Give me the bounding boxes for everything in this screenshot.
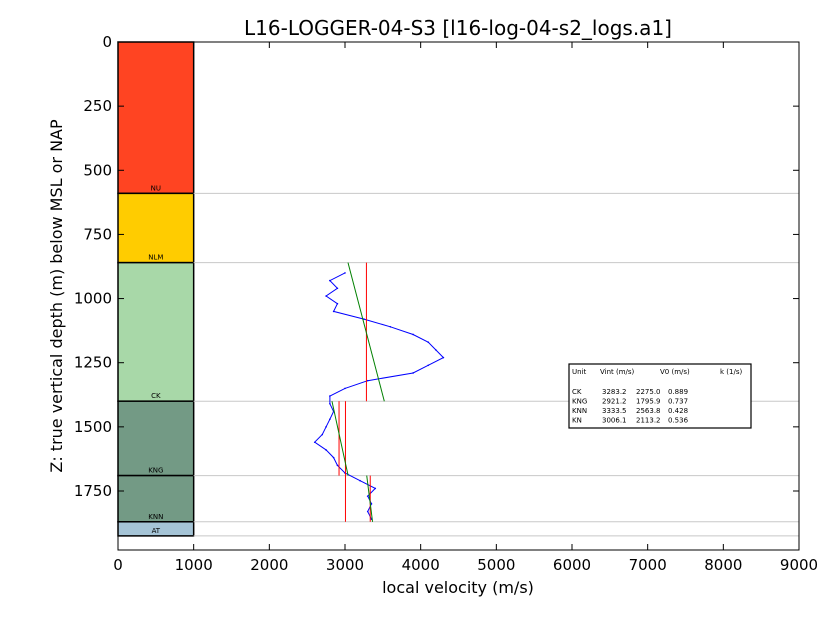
y-tick-label: 1000: [74, 290, 112, 308]
unit-block-kng: [117, 400, 195, 477]
velocity-log-point: [325, 295, 327, 297]
velocity-log-point: [435, 349, 437, 351]
velocity-log-line: [313, 272, 445, 520]
velocity-log-point: [374, 487, 377, 490]
plot-area-frame: [117, 41, 800, 551]
velocity-log-point: [366, 510, 369, 513]
y-tick-label: 1250: [74, 354, 112, 372]
fit-lines: [331, 262, 385, 522]
velocity-log-point: [412, 372, 414, 374]
y-tick-label: 750: [83, 225, 112, 243]
x-tick-label: 3000: [326, 556, 364, 574]
stratigraphic-units-column: NU NLM CK KNG KNN AT: [117, 41, 195, 537]
table-cell: KN: [572, 417, 582, 425]
table-cell: KNG: [572, 398, 587, 406]
v0k-line-kng: [331, 401, 349, 476]
unit-label-kng: KNG: [148, 467, 163, 475]
y-axis-label: Z: true vertical depth (m) below MSL or …: [47, 119, 66, 473]
unit-label-nu: NU: [151, 184, 161, 192]
table-cell: 2563.8: [636, 407, 661, 415]
velocity-log-point: [359, 479, 361, 482]
table-header-cell: Unit: [572, 368, 587, 376]
velocity-log-point: [332, 456, 335, 459]
velocity-log-series: [313, 272, 445, 521]
velocity-log-point: [313, 441, 316, 444]
x-axis-ticks: 0 1000 2000 3000 4000 5000 6000 7000 8000 9000: [113, 42, 818, 574]
velocity-log-point: [344, 272, 346, 274]
velocity-log-point: [329, 395, 331, 397]
unit-label-knn: KNN: [148, 513, 163, 521]
table-cell: 1795.9: [636, 398, 661, 406]
y-tick-label: 500: [83, 161, 112, 179]
velocity-log-point: [329, 418, 331, 420]
y-tick-label: 0: [102, 33, 112, 51]
v0k-line-knn: [366, 475, 374, 522]
velocity-log-point: [329, 279, 331, 282]
table-cell: 0.737: [668, 398, 688, 406]
velocity-log-point: [412, 333, 414, 336]
y-axis-ticks: 0 250 500 750 1000 1250 1500 1750: [74, 33, 799, 500]
table-header-cell: k (1/s): [720, 368, 742, 376]
velocity-log-point: [325, 426, 327, 428]
x-tick-label: 0: [113, 556, 123, 574]
unit-label-at: AT: [152, 527, 161, 535]
velocity-log-point: [332, 310, 335, 313]
x-tick-label: 9000: [780, 556, 818, 574]
table-frame: [568, 363, 752, 429]
v0k-line-ck: [347, 262, 385, 402]
velocity-log-point: [366, 379, 369, 382]
velocity-log-point: [336, 464, 339, 467]
y-tick-label: 1750: [74, 482, 112, 500]
x-tick-label: 4000: [402, 556, 440, 574]
x-tick-label: 7000: [629, 556, 667, 574]
x-tick-label: 6000: [553, 556, 591, 574]
velocity-log-point: [336, 302, 339, 305]
table-cell: KNN: [572, 407, 587, 415]
y-tick-label: 1500: [74, 418, 112, 436]
velocity-log-point: [366, 495, 369, 497]
velocity-log-point: [427, 364, 430, 367]
unit-label-nlm: NLM: [148, 254, 163, 262]
unit-velocity-table: Unit Vint (m/s) V0 (m/s) k (1/s) CK 3283.2 227…: [568, 363, 752, 429]
x-tick-label: 5000: [477, 556, 515, 574]
table-cell: 2275.0: [636, 388, 661, 396]
table-cell: CK: [572, 388, 582, 396]
velocity-log-point: [389, 325, 392, 328]
velocity-log-point: [325, 449, 327, 451]
x-tick-label: 8000: [704, 556, 742, 574]
velocity-log-point: [427, 341, 430, 343]
chart-title: L16-LOGGER-04-S3 [l16-log-04-s2_logs.a1]: [244, 16, 672, 40]
table-cell: 0.428: [668, 407, 688, 415]
unit-block-ck: [117, 261, 195, 402]
table-cell: 0.536: [668, 417, 689, 425]
table-cell: 2113.2: [636, 417, 661, 425]
velocity-log-point: [336, 287, 339, 290]
velocity-log-point: [442, 356, 445, 359]
table-header-cell: Vint (m/s): [600, 368, 635, 376]
table-cell: 0.889: [668, 388, 688, 396]
velocity-log-point: [344, 387, 346, 390]
velocity-log-point: [370, 503, 373, 505]
x-tick-label: 1000: [175, 556, 213, 574]
unit-label-ck: CK: [151, 392, 161, 400]
velocity-log-point: [329, 402, 331, 405]
table-cell: 3333.5: [602, 407, 627, 415]
table-cell: 3283.2: [602, 388, 627, 396]
velocity-log-point: [321, 433, 324, 436]
x-tick-label: 2000: [250, 556, 288, 574]
x-axis-label: local velocity (m/s): [382, 578, 534, 597]
y-tick-label: 250: [83, 97, 112, 115]
table-cell: 3006.1: [602, 417, 627, 425]
table-header-cell: V0 (m/s): [660, 368, 690, 376]
unit-block-nu: [117, 41, 195, 195]
unit-block-nlm: [117, 192, 195, 264]
table-cell: 2921.2: [602, 398, 627, 406]
velocity-log-point: [363, 318, 365, 320]
